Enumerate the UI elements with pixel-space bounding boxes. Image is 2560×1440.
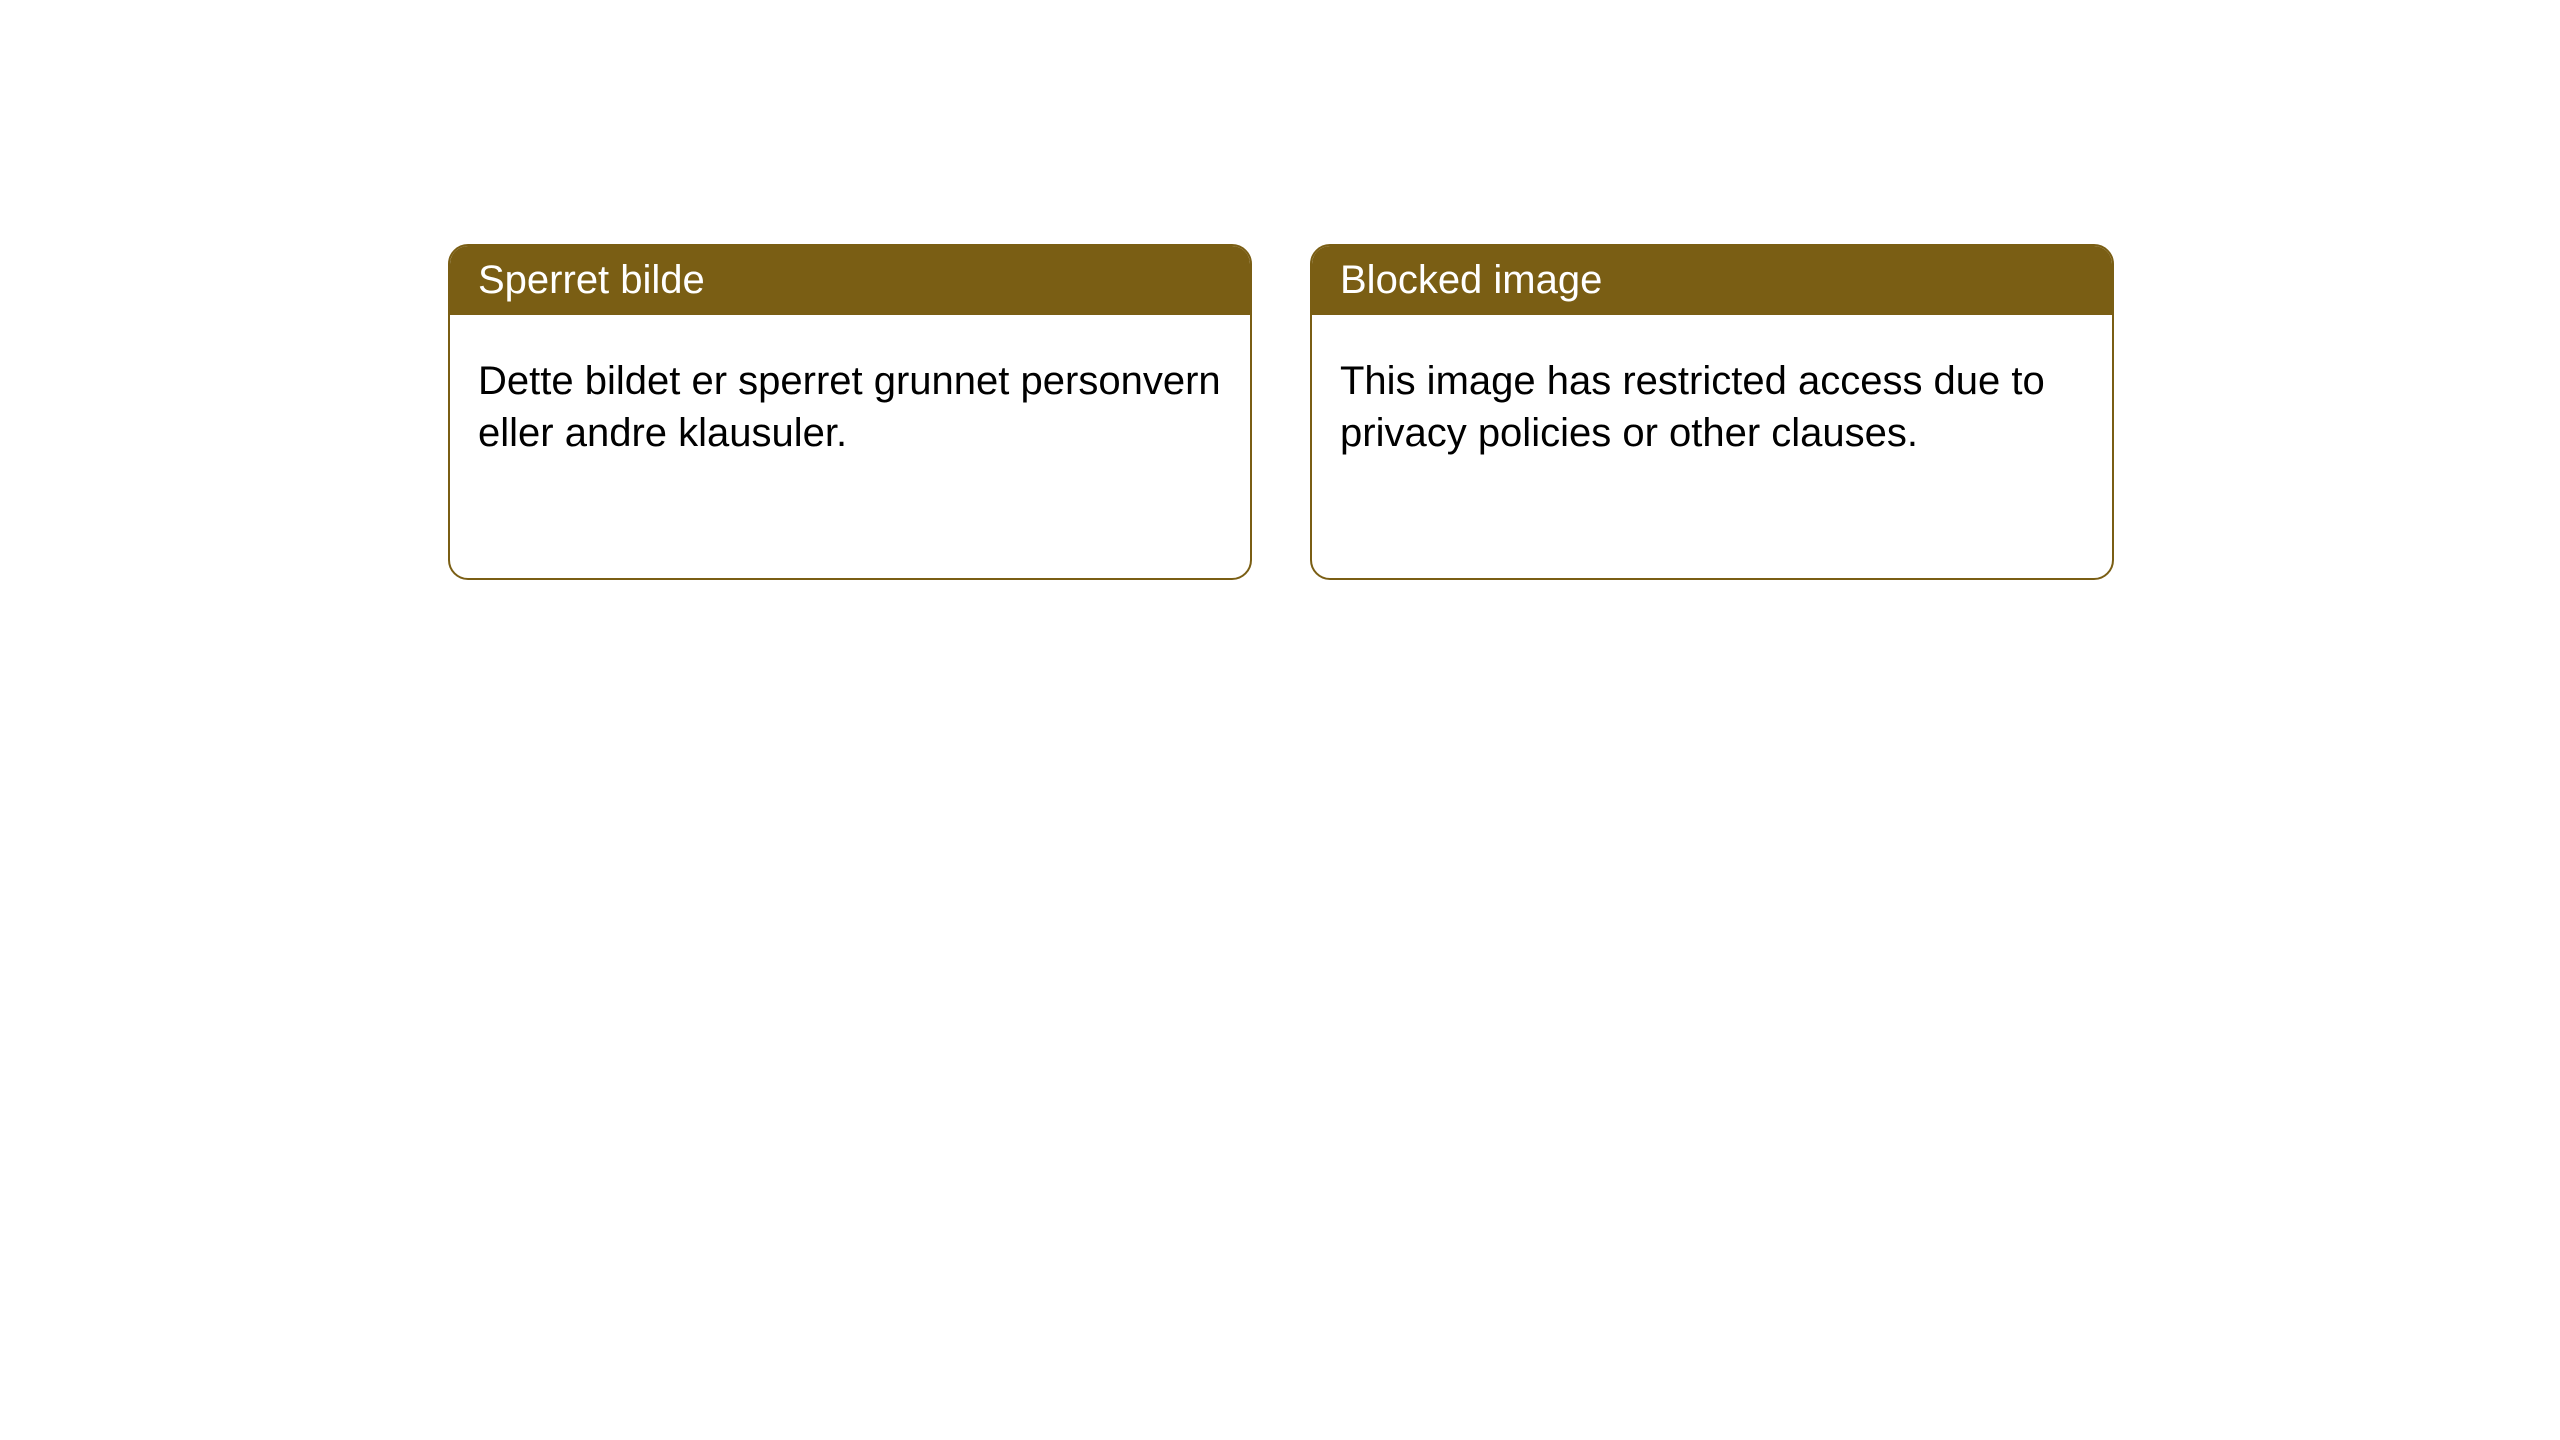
card-body-text: This image has restricted access due to … [1340,359,2045,455]
card-body: Dette bildet er sperret grunnet personve… [450,315,1250,499]
notice-card-norwegian: Sperret bilde Dette bildet er sperret gr… [448,244,1252,580]
card-header: Blocked image [1312,246,2112,315]
card-title: Sperret bilde [478,258,705,302]
card-body-text: Dette bildet er sperret grunnet personve… [478,359,1221,455]
card-body: This image has restricted access due to … [1312,315,2112,499]
card-header: Sperret bilde [450,246,1250,315]
notice-container: Sperret bilde Dette bildet er sperret gr… [0,0,2560,580]
card-title: Blocked image [1340,258,1602,302]
notice-card-english: Blocked image This image has restricted … [1310,244,2114,580]
